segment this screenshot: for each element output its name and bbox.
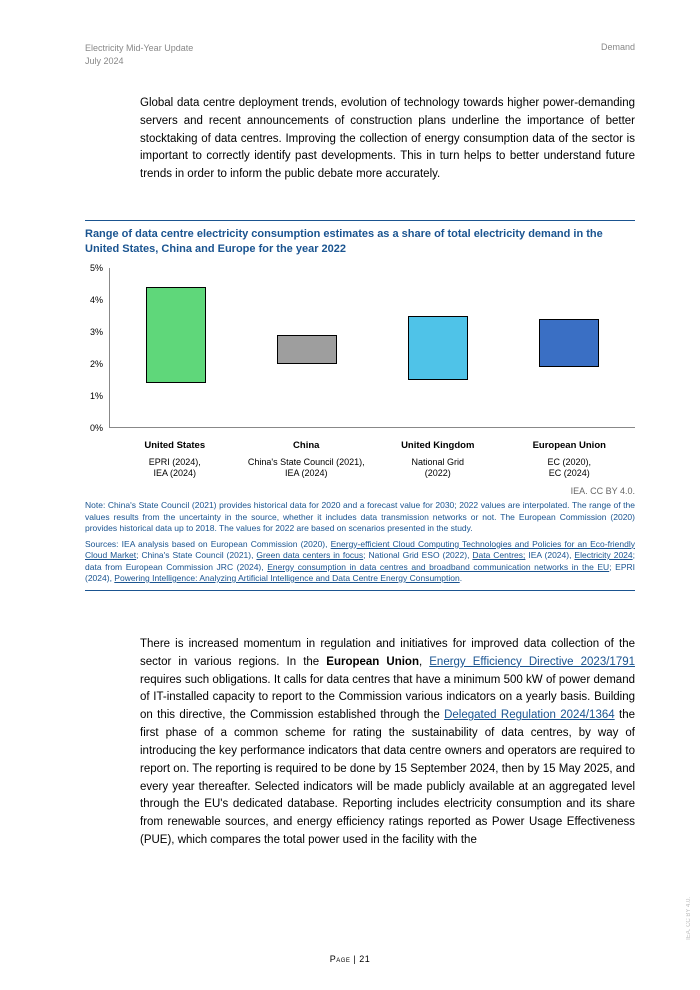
- category-name: European Union: [504, 440, 636, 451]
- source-link[interactable]: Data Centres;: [472, 550, 525, 560]
- bar-united-states: [146, 287, 206, 383]
- y-tick-label: 0%: [85, 423, 103, 433]
- category-name: China: [241, 440, 373, 451]
- category-source: EC (2020), EC (2024): [504, 457, 636, 480]
- divider-bottom: [85, 590, 635, 591]
- directive-link[interactable]: Energy Efficiency Directive 2023/1791: [429, 656, 635, 668]
- category-name: United States: [109, 440, 241, 451]
- category-source: National Grid (2022): [372, 457, 504, 480]
- chart-block: Range of data centre electricity consump…: [85, 220, 635, 591]
- y-tick-label: 4%: [85, 295, 103, 305]
- regulation-link[interactable]: Delegated Regulation 2024/1364: [444, 709, 615, 721]
- bar-european-union: [539, 319, 599, 367]
- section-label: Demand: [601, 42, 635, 67]
- y-tick-label: 5%: [85, 263, 103, 273]
- plot-region: [109, 268, 635, 428]
- category-name: United Kingdom: [372, 440, 504, 451]
- divider-top: [85, 220, 635, 221]
- chart-title: Range of data centre electricity consump…: [85, 227, 635, 258]
- bar-china: [277, 335, 337, 364]
- chart-area: 0%1%2%3%4%5%: [105, 268, 635, 436]
- source-link[interactable]: Powering Intelligence: Analyzing Artific…: [114, 573, 459, 583]
- source-link[interactable]: Energy consumption in data centres and b…: [267, 562, 609, 572]
- paragraph-regulation: There is increased momentum in regulatio…: [140, 636, 635, 850]
- doc-date: July 2024: [85, 55, 193, 68]
- paragraph-intro: Global data centre deployment trends, ev…: [140, 95, 635, 184]
- doc-title: Electricity Mid-Year Update: [85, 42, 193, 55]
- x-label-col: United Kingdom National Grid (2022): [372, 440, 504, 480]
- chart-attribution: IEA. CC BY 4.0.: [85, 486, 635, 496]
- source-link[interactable]: Green data centers in focus: [256, 550, 363, 560]
- x-axis-labels: United States EPRI (2024), IEA (2024)Chin…: [109, 440, 635, 480]
- page-header: Electricity Mid-Year Update July 2024 De…: [85, 42, 635, 67]
- chart-note: Note: China's State Council (2021) provi…: [85, 500, 635, 534]
- eu-label: European Union: [326, 656, 419, 668]
- y-tick-label: 2%: [85, 359, 103, 369]
- chart-sources: Sources: IEA analysis based on European …: [85, 539, 635, 585]
- bar-united-kingdom: [408, 316, 468, 380]
- page-number: Page | 21: [0, 954, 700, 964]
- y-tick-label: 1%: [85, 391, 103, 401]
- header-left: Electricity Mid-Year Update July 2024: [85, 42, 193, 67]
- side-license: IEA. CC BY 4.0.: [686, 897, 692, 940]
- source-link[interactable]: Electricity 2024: [574, 550, 632, 560]
- category-source: EPRI (2024), IEA (2024): [109, 457, 241, 480]
- category-source: China's State Council (2021), IEA (2024): [241, 457, 373, 480]
- x-label-col: European Union EC (2020), EC (2024): [504, 440, 636, 480]
- y-tick-label: 3%: [85, 327, 103, 337]
- x-label-col: China China's State Council (2021), IEA (…: [241, 440, 373, 480]
- x-label-col: United States EPRI (2024), IEA (2024): [109, 440, 241, 480]
